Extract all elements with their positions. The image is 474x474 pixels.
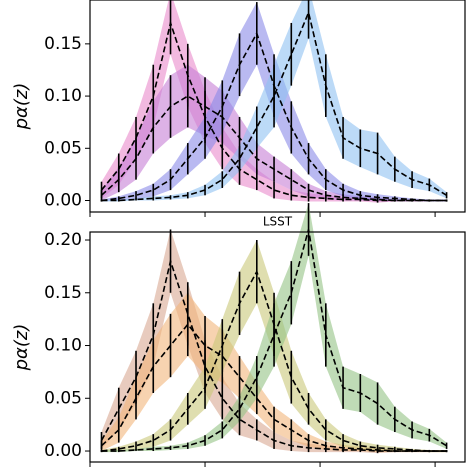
line: [101, 9, 448, 202]
panel-title: LSST: [263, 215, 293, 229]
y-tick-label: 0.20: [44, 230, 82, 250]
y-tick-label: 0.10: [44, 336, 82, 356]
line: [100, 323, 447, 452]
line: [100, 95, 447, 202]
y-axis-label: pα(z): [11, 83, 32, 131]
plot-frame: [89, 0, 466, 213]
y-tick-label: 0.05: [44, 138, 82, 158]
y-axis-label: pα(z): [11, 324, 32, 372]
y-tick-label: 0.00: [44, 441, 82, 461]
line: [101, 229, 448, 452]
y-tick-label: 0.15: [44, 283, 82, 303]
y-tick-label: 0.05: [44, 388, 82, 408]
y-tick-label: 0.10: [44, 86, 82, 106]
plot-frame: [89, 231, 466, 463]
y-tick-label: 0.00: [44, 191, 82, 211]
y-tick-label: 0.15: [44, 34, 82, 54]
